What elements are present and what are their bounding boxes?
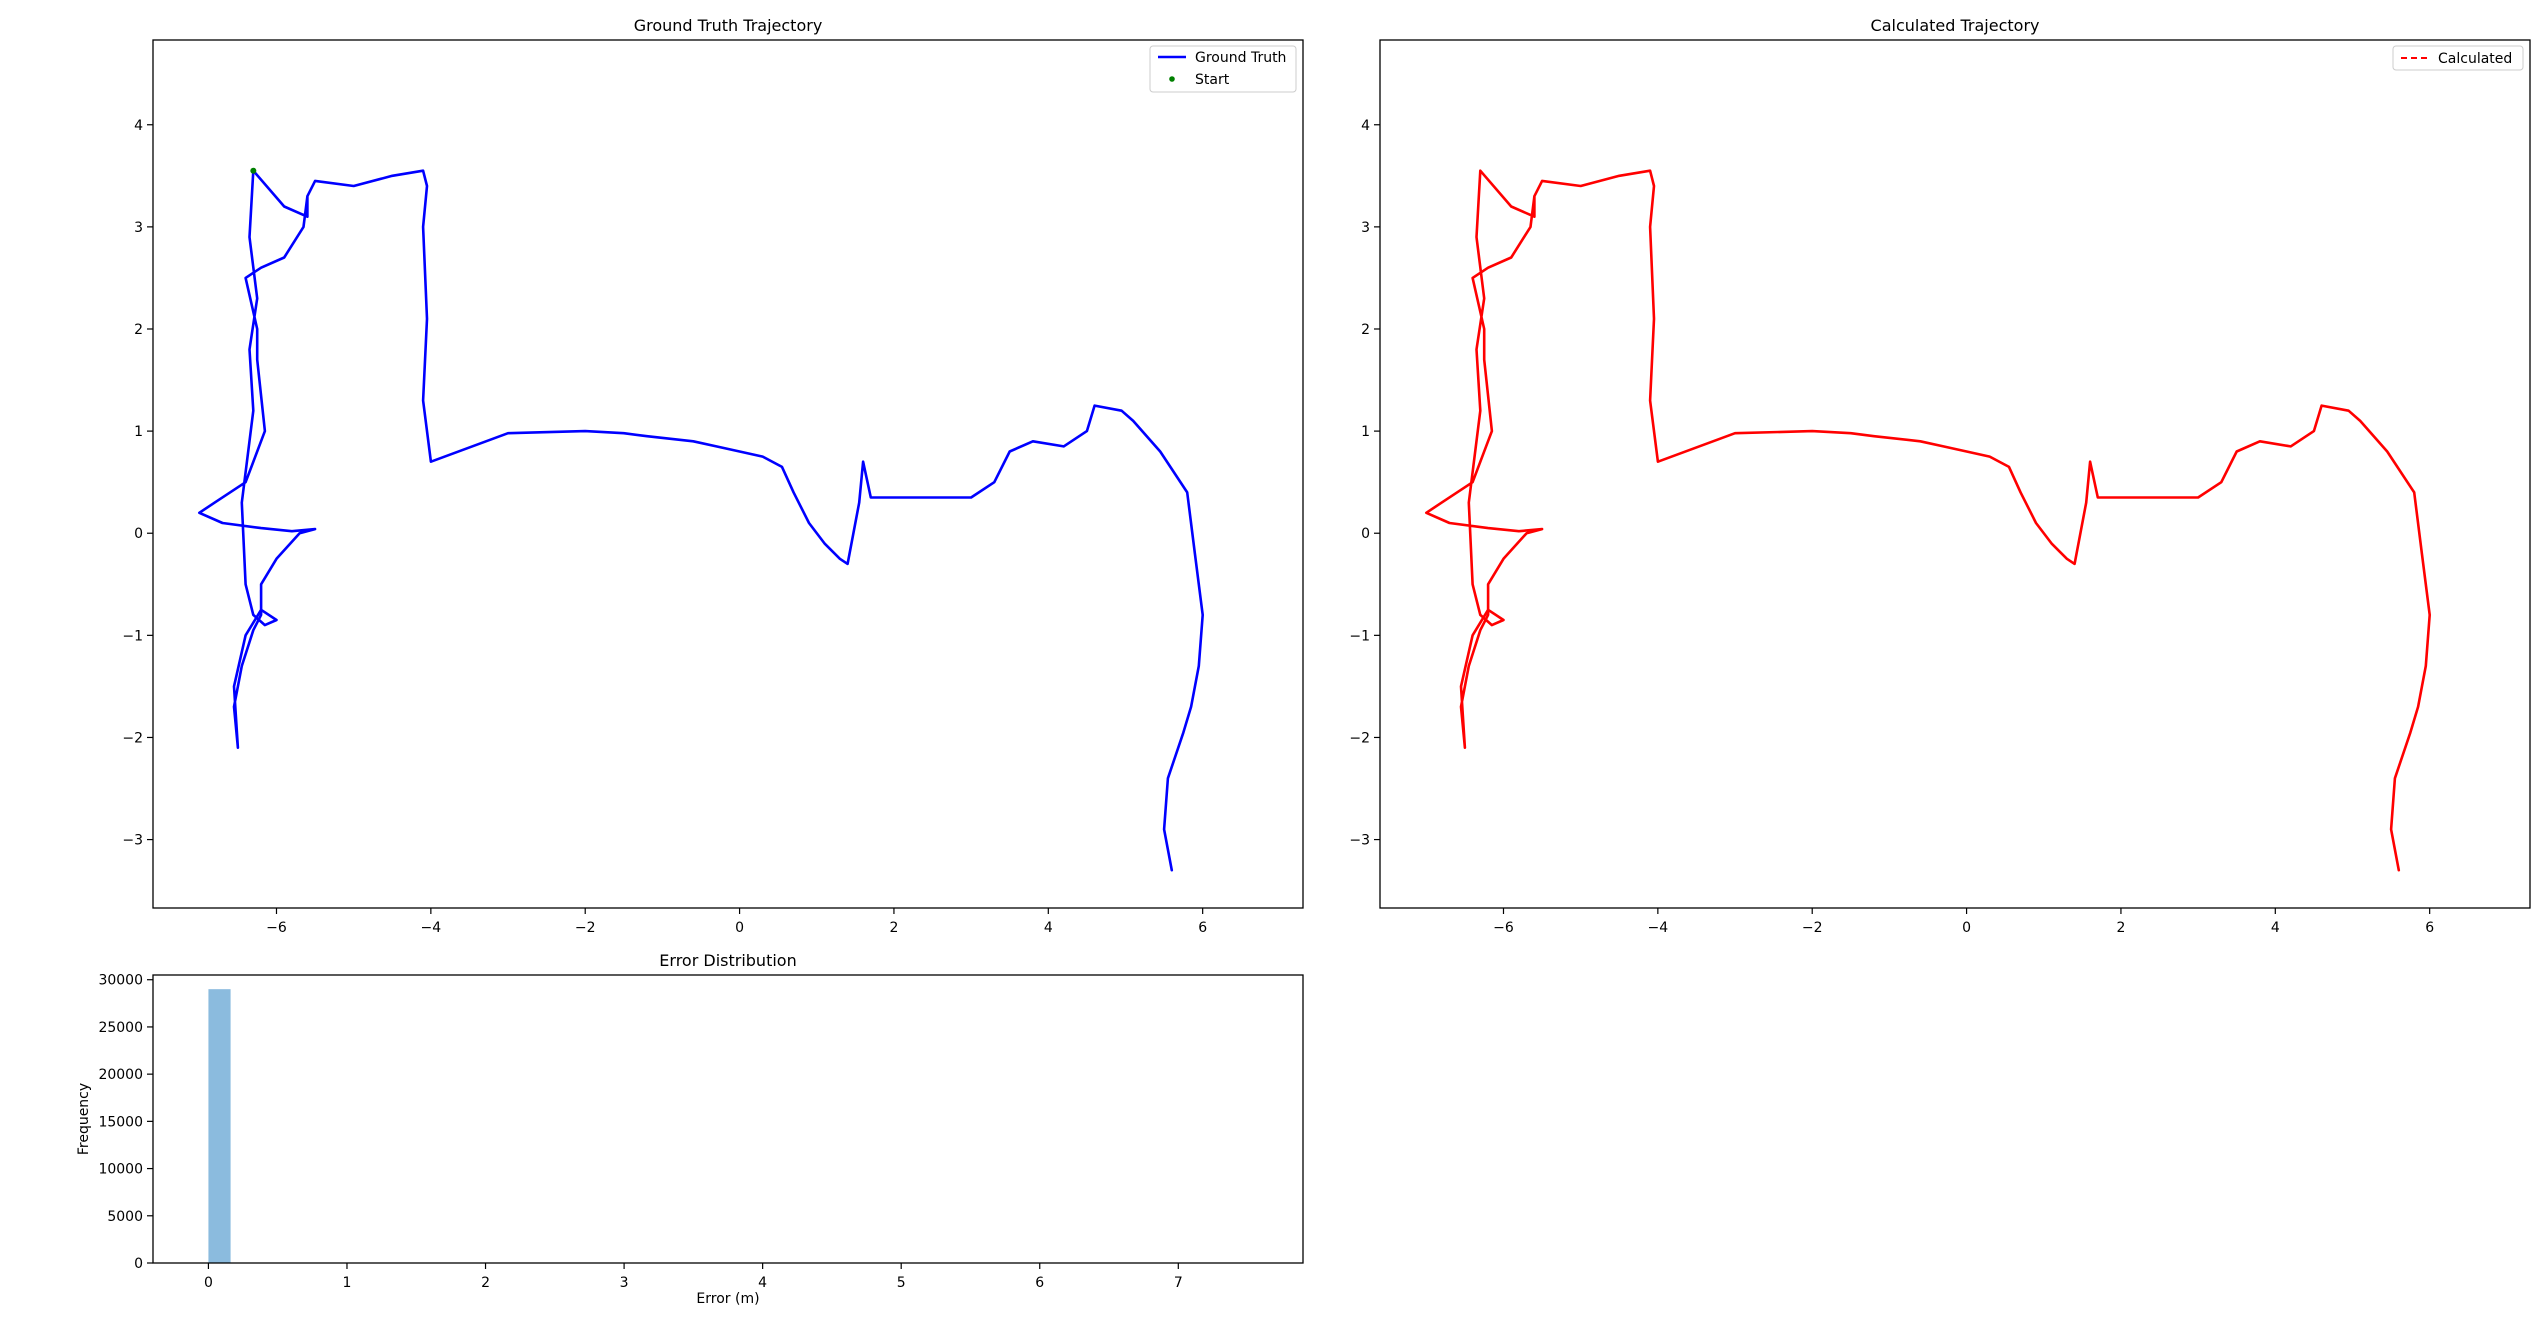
ground-truth-chart: Ground Truth Trajectory −6 −4 −2 0 2 4 6 −3−2−…: [122, 16, 1304, 936]
error-y-tick-label: 30000: [98, 973, 143, 989]
calculated-y-tick-label: 2: [1361, 322, 1370, 338]
calculated-legend: Calculated: [2392, 45, 2524, 71]
ground-truth-x-tick-label: −4: [421, 920, 442, 936]
ground-truth-legend-box: [1149, 45, 1297, 93]
start-legend-marker: [1169, 76, 1175, 82]
error-axes-frame: [152, 974, 1304, 1264]
calculated-x-tick-label: 2: [2116, 920, 2125, 936]
calculated-x-tick-label: 6: [2425, 920, 2434, 936]
ground-truth-x-tick-label: −6: [266, 920, 287, 936]
error-x-axis-label: Error (m): [696, 1291, 759, 1307]
ground-truth-title: Ground Truth Trajectory: [634, 16, 823, 35]
ground-truth-y-tick-label: 1: [134, 424, 143, 440]
calculated-x-tick-label: −2: [1802, 920, 1823, 936]
ground-truth-x-ticks: −6 −4 −2 0 2 4 6: [266, 908, 1207, 936]
calculated-x-tick-label: −6: [1493, 920, 1514, 936]
calculated-axes-frame: [1379, 39, 2531, 909]
error-y-tick-label: 5000: [107, 1209, 143, 1225]
start-point: [250, 167, 257, 174]
ground-truth-y-tick-label: 3: [134, 220, 143, 236]
calculated-x-tick-label: 4: [2271, 920, 2280, 936]
ground-truth-y-ticks: −3 −2 −1 0 1 2 3 4: [122, 118, 153, 849]
calculated-y-tick-label: −3: [1349, 833, 1370, 849]
ground-truth-x-tick-label: 0: [735, 920, 744, 936]
calculated-legend-box: [2392, 45, 2524, 71]
error-x-tick-label: 0: [204, 1275, 213, 1291]
error-bars: [208, 989, 231, 1263]
error-y-tick-label: 25000: [98, 1020, 143, 1036]
calculated-x-ticks: −6 −4 −2 0 2 4 6: [1493, 908, 2434, 936]
calculated-x-tick-label: −4: [1648, 920, 1669, 936]
calculated-y-tick-label: −1: [1349, 628, 1370, 644]
error-x-tick-label: 7: [1174, 1275, 1183, 1291]
ground-truth-legend-label: Ground Truth: [1195, 50, 1286, 66]
calculated-series: [1425, 169, 2431, 872]
error-y-tick-label: 15000: [98, 1114, 143, 1130]
ground-truth-x-tick-label: 6: [1198, 920, 1207, 936]
ground-truth-series: [198, 167, 1204, 872]
ground-truth-plot-area: [198, 167, 1204, 872]
error-x-ticks: 0 1 2 3 4 5 6 7: [204, 1263, 1183, 1291]
ground-truth-trajectory-line: [198, 169, 1204, 872]
error-x-tick-label: 4: [758, 1275, 767, 1291]
ground-truth-y-tick-label: 4: [134, 118, 143, 134]
calculated-y-tick-label: 3: [1361, 220, 1370, 236]
error-y-tick-label: 0: [134, 1256, 143, 1272]
ground-truth-legend: Ground Truth Start: [1149, 45, 1297, 93]
error-x-tick-label: 2: [481, 1275, 490, 1291]
error-title: Error Distribution: [659, 951, 796, 970]
ground-truth-y-tick-label: −2: [122, 730, 143, 746]
error-y-tick-label: 10000: [98, 1162, 143, 1178]
error-y-axis-label: Frequency: [76, 1083, 92, 1155]
calculated-trajectory-line: [1425, 169, 2431, 872]
error-x-tick-label: 1: [343, 1275, 352, 1291]
error-x-tick-label: 6: [1035, 1275, 1044, 1291]
ground-truth-axes-frame: [152, 39, 1304, 909]
ground-truth-x-tick-label: 2: [889, 920, 898, 936]
error-y-tick-label: 20000: [98, 1067, 143, 1083]
ground-truth-y-tick-label: 0: [134, 526, 143, 542]
calculated-y-tick-label: −2: [1349, 730, 1370, 746]
calculated-plot-area: [1425, 169, 2431, 872]
error-histogram-bar: [208, 989, 231, 1263]
error-chart: Error Distribution 0 1 2 3 4 5 6 7 0 5000 10000 15…: [76, 951, 1304, 1307]
calculated-y-tick-label: 1: [1361, 424, 1370, 440]
error-x-tick-label: 3: [620, 1275, 629, 1291]
calculated-x-tick-label: 0: [1962, 920, 1971, 936]
error-x-tick-label: 5: [897, 1275, 906, 1291]
ground-truth-y-tick-label: −1: [122, 628, 143, 644]
calculated-title: Calculated Trajectory: [1871, 16, 2040, 35]
calculated-y-tick-label: 4: [1361, 118, 1370, 134]
error-y-ticks: 0 5000 10000 15000 20000 25000 30000: [98, 973, 153, 1272]
calculated-chart: Calculated Trajectory −6 −4 −2 0 2 4 6 −3 −2 −1 0…: [1349, 16, 2531, 936]
ground-truth-y-tick-label: 2: [134, 322, 143, 338]
calculated-legend-label: Calculated: [2438, 51, 2512, 67]
ground-truth-x-tick-label: −2: [575, 920, 596, 936]
calculated-y-tick-label: 0: [1361, 526, 1370, 542]
calculated-y-ticks: −3 −2 −1 0 1 2 3 4: [1349, 118, 1380, 849]
ground-truth-x-tick-label: 4: [1044, 920, 1053, 936]
start-legend-label: Start: [1195, 72, 1230, 88]
ground-truth-y-tick-label: −3: [122, 833, 143, 849]
